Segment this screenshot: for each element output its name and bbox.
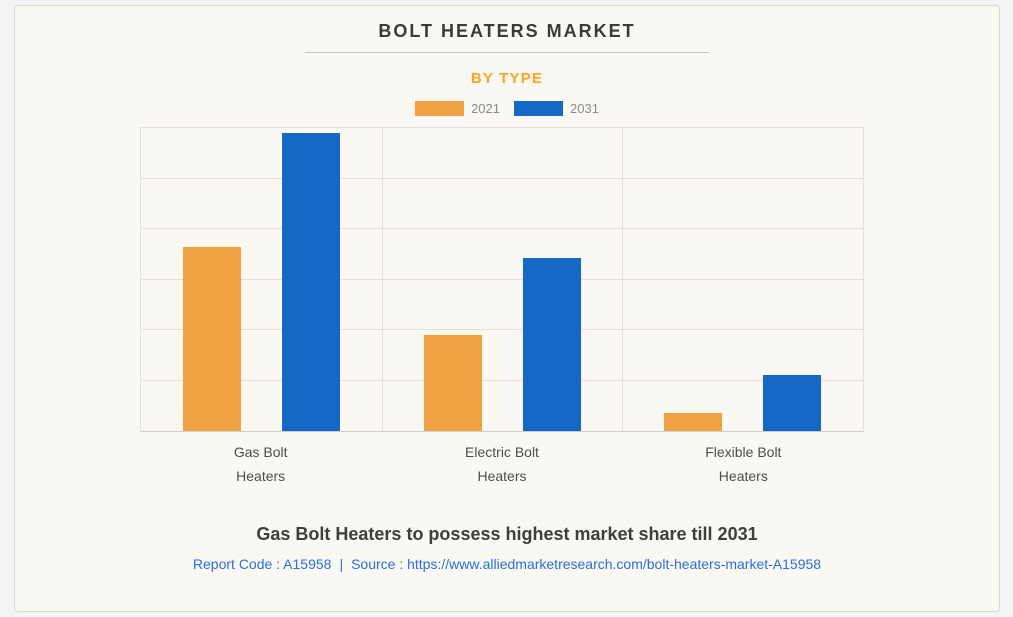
category-label-gas-bolt-heaters: Gas Bolt Heaters: [140, 440, 381, 488]
legend-label-2031: 2031: [570, 100, 599, 116]
title-rule: [305, 52, 709, 53]
legend-swatch-2021: [415, 100, 465, 116]
category-axis-labels: Gas Bolt Heaters Electric Bolt Heaters Flexi…: [140, 440, 864, 488]
category-label-line: Electric Bolt: [465, 444, 539, 460]
legend-label-2021: 2021: [471, 100, 500, 116]
category-label-line: Heaters: [718, 468, 768, 484]
gridline-horizontal: [141, 379, 863, 381]
report-code-text: Report Code : A15958: [192, 556, 332, 572]
gridline-vertical: [381, 128, 383, 431]
legend-item-2021: 2021: [415, 100, 500, 116]
bar-2031-flexible-bolt-heaters: [763, 375, 822, 431]
legend-swatch-2031: [514, 100, 563, 116]
bar-group-gas-bolt-heaters: [141, 128, 382, 431]
category-label-electric-bolt-heaters: Electric Bolt Heaters: [381, 440, 622, 488]
bar-group-electric-bolt-heaters: [382, 128, 623, 431]
legend-item-2031: 2031: [514, 100, 599, 116]
gridline-horizontal: [141, 177, 863, 179]
source-separator: |: [339, 556, 344, 572]
bar-2021-electric-bolt-heaters: [423, 335, 482, 431]
gridline-horizontal: [141, 329, 863, 330]
category-label-line: Flexible Bolt: [705, 444, 782, 460]
bar-2031-gas-bolt-heaters: [281, 133, 340, 431]
bar-2031-electric-bolt-heaters: [522, 258, 581, 431]
chart-legend: 2021 2031: [15, 100, 999, 116]
category-label-line: Heaters: [477, 468, 527, 484]
source-line: Report Code : A15958 | Source : https://ww…: [15, 556, 999, 572]
bar-2021-flexible-bolt-heaters: [664, 413, 723, 431]
category-label-line: Heaters: [236, 468, 286, 484]
bar-2021-gas-bolt-heaters: [182, 246, 241, 431]
category-label-line: Gas Bolt: [233, 444, 288, 460]
plot-area: [140, 127, 864, 432]
footer-headline: Gas Bolt Heaters to possess highest mark…: [256, 524, 758, 544]
gridline-horizontal: [141, 228, 863, 229]
chart-card: BOLT HEATERS MARKET BY TYPE 2021 2031 Gas…: [14, 5, 1000, 612]
bar-group-flexible-bolt-heaters: [622, 128, 863, 431]
source-link[interactable]: Source : https://www.alliedmarketresearc…: [351, 556, 822, 572]
gridline-vertical: [622, 128, 624, 431]
chart-title: BOLT HEATERS MARKET: [378, 21, 636, 41]
chart-subtitle: BY TYPE: [470, 70, 544, 87]
gridline-horizontal: [141, 278, 863, 280]
category-label-flexible-bolt-heaters: Flexible Bolt Heaters: [623, 440, 864, 488]
